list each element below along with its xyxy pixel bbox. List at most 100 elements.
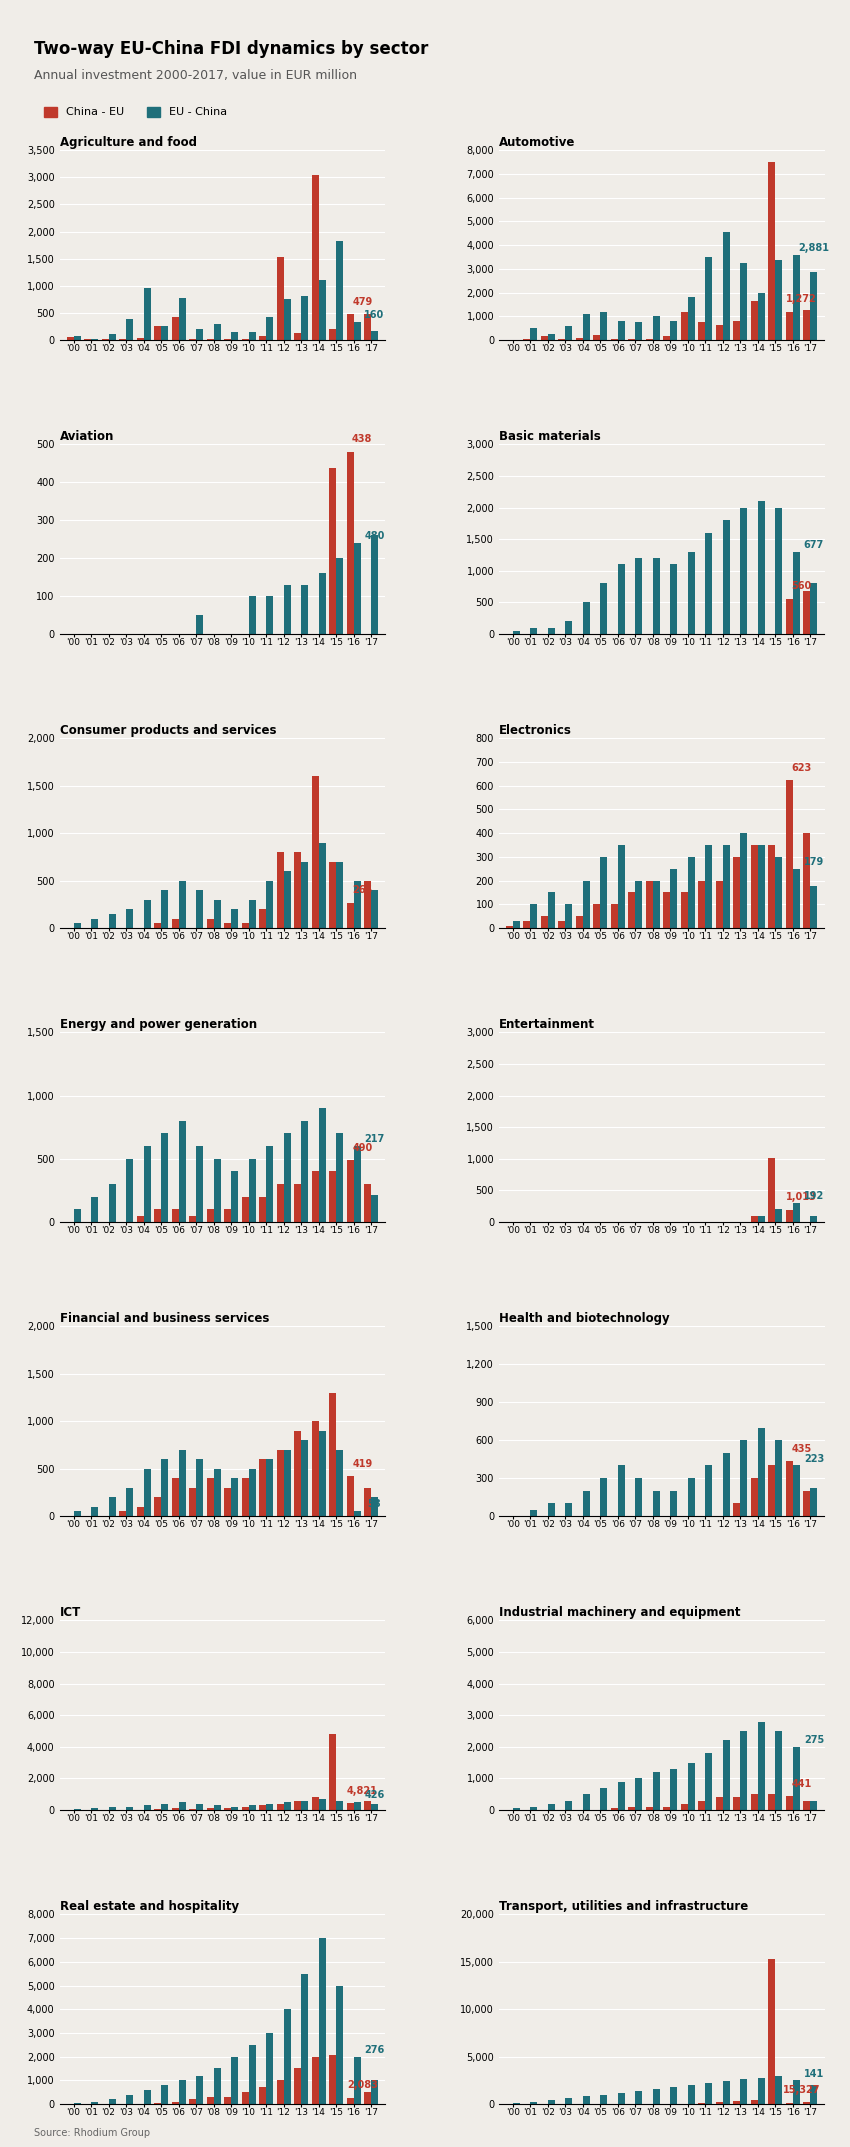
Bar xyxy=(793,1466,800,1516)
Bar xyxy=(786,1460,793,1516)
Bar xyxy=(530,627,537,633)
Bar xyxy=(364,1488,371,1516)
Bar xyxy=(126,320,133,339)
Text: Electronics: Electronics xyxy=(499,724,572,736)
Text: Financial and business services: Financial and business services xyxy=(60,1312,269,1325)
Bar xyxy=(646,1808,653,1810)
Bar xyxy=(740,262,747,339)
Bar xyxy=(144,1806,150,1810)
Bar xyxy=(109,2100,116,2104)
Bar xyxy=(336,558,343,633)
Text: 435: 435 xyxy=(791,1443,812,1454)
Bar xyxy=(740,2080,747,2104)
Bar xyxy=(329,861,336,928)
Text: 1,013: 1,013 xyxy=(786,1192,817,1202)
Bar xyxy=(329,1172,336,1222)
Bar xyxy=(172,2102,178,2104)
Bar xyxy=(699,880,705,928)
Bar xyxy=(196,1146,203,1222)
Bar xyxy=(294,2068,301,2104)
Bar xyxy=(716,1797,723,1810)
Bar xyxy=(699,1801,705,1810)
Legend: China - EU, EU - China: China - EU, EU - China xyxy=(40,103,231,122)
Bar xyxy=(548,2100,555,2104)
Bar xyxy=(329,468,336,633)
Bar xyxy=(530,328,537,339)
Bar xyxy=(196,328,203,339)
Bar xyxy=(734,1797,740,1810)
Bar xyxy=(276,1803,284,1810)
Bar xyxy=(319,281,326,339)
Text: ICT: ICT xyxy=(60,1606,81,1619)
Bar xyxy=(646,880,653,928)
Bar xyxy=(284,1134,291,1222)
Bar xyxy=(653,316,660,339)
Bar xyxy=(681,1803,688,1810)
Bar xyxy=(548,1503,555,1516)
Bar xyxy=(319,1939,326,2104)
Bar xyxy=(301,1121,308,1222)
Bar xyxy=(541,917,548,928)
Bar xyxy=(803,1490,811,1516)
Bar xyxy=(154,1496,161,1516)
Bar xyxy=(266,1460,273,1516)
Text: 4,821: 4,821 xyxy=(347,1786,377,1795)
Bar xyxy=(723,1454,730,1516)
Bar xyxy=(803,833,811,928)
Bar xyxy=(618,565,625,633)
Bar xyxy=(786,779,793,928)
Bar xyxy=(161,891,168,928)
Bar xyxy=(144,1469,150,1516)
Bar xyxy=(793,255,800,339)
Bar xyxy=(259,1806,266,1810)
Text: Annual investment 2000-2017, value in EUR million: Annual investment 2000-2017, value in EU… xyxy=(34,69,357,82)
Bar xyxy=(213,1806,220,1810)
Text: 479: 479 xyxy=(352,296,372,307)
Bar xyxy=(664,1808,671,1810)
Bar xyxy=(284,1449,291,1516)
Bar xyxy=(653,880,660,928)
Bar xyxy=(558,921,565,928)
Bar xyxy=(126,1159,133,1222)
Bar xyxy=(207,919,213,928)
Text: 275: 275 xyxy=(804,1735,824,1746)
Text: 419: 419 xyxy=(352,1458,372,1469)
Bar xyxy=(793,2080,800,2104)
Bar xyxy=(593,335,600,339)
Bar xyxy=(803,590,811,633)
Bar xyxy=(530,904,537,928)
Bar xyxy=(91,1507,98,1516)
Bar xyxy=(688,296,695,339)
Bar xyxy=(506,925,513,928)
Bar xyxy=(347,2098,354,2104)
Bar xyxy=(716,880,723,928)
Bar xyxy=(126,2095,133,2104)
Bar xyxy=(196,1460,203,1516)
Bar xyxy=(768,1795,775,1810)
Bar xyxy=(354,2057,360,2104)
Bar xyxy=(154,326,161,339)
Bar xyxy=(768,1466,775,1516)
Bar xyxy=(371,1496,378,1516)
Bar xyxy=(513,921,520,928)
Bar xyxy=(653,1771,660,1810)
Bar xyxy=(611,904,618,928)
Bar xyxy=(347,313,354,339)
Bar xyxy=(653,558,660,633)
Bar xyxy=(196,1803,203,1810)
Bar xyxy=(565,1503,573,1516)
Bar xyxy=(671,1769,677,1810)
Bar xyxy=(734,2102,740,2104)
Bar xyxy=(224,1209,231,1222)
Bar xyxy=(231,1172,238,1222)
Bar xyxy=(284,1801,291,1810)
Bar xyxy=(734,320,740,339)
Text: 480: 480 xyxy=(365,530,385,541)
Text: 2,083: 2,083 xyxy=(347,2080,377,2089)
Bar xyxy=(628,893,636,928)
Bar xyxy=(311,777,319,928)
Bar xyxy=(618,1782,625,1810)
Bar xyxy=(600,584,608,633)
Text: Real estate and hospitality: Real estate and hospitality xyxy=(60,1900,239,1913)
Text: Industrial machinery and equipment: Industrial machinery and equipment xyxy=(499,1606,740,1619)
